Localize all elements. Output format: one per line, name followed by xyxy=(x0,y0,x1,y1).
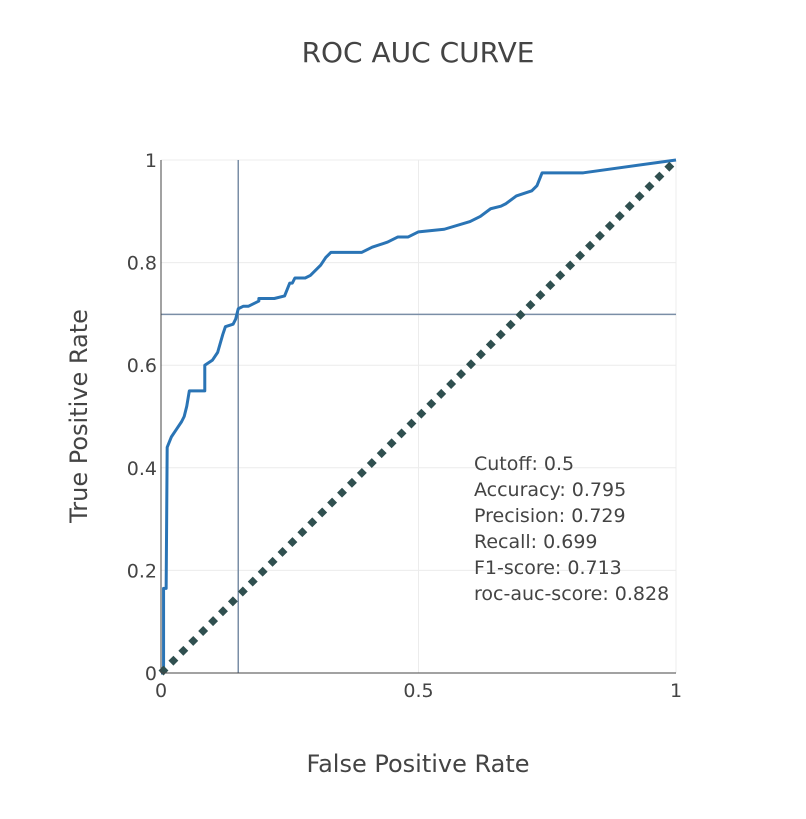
annotation-line-3: Recall: 0.699 xyxy=(474,531,598,553)
x-tick-label-1: 0.5 xyxy=(403,680,433,702)
y-axis-title: True Positive Rate xyxy=(65,309,93,524)
y-tick-label-2: 0.4 xyxy=(127,458,157,480)
x-tick-label-0: 0 xyxy=(155,680,167,702)
y-tick-label-1: 0.2 xyxy=(127,560,157,582)
annotation-line-4: F1-score: 0.713 xyxy=(474,557,622,579)
roc-curve-line xyxy=(161,158,677,675)
chart-title: ROC AUC CURVE xyxy=(302,36,535,69)
y-tick-label-0: 0 xyxy=(145,663,157,685)
y-tick-label-3: 0.6 xyxy=(127,355,157,377)
x-axis-title: False Positive Rate xyxy=(306,750,529,778)
annotation-line-5: roc-auc-score: 0.828 xyxy=(474,583,669,605)
grid-layer xyxy=(161,159,677,673)
annotation-line-2: Precision: 0.729 xyxy=(474,505,626,527)
series-layer xyxy=(158,157,679,676)
y-tick-label-5: 1 xyxy=(145,150,157,172)
annotation-line-0: Cutoff: 0.5 xyxy=(474,453,574,475)
reference-lines xyxy=(161,160,676,673)
annotation-line-1: Accuracy: 0.795 xyxy=(474,479,626,501)
diagonal-reference-line xyxy=(158,157,679,676)
metrics-annotation: Cutoff: 0.5 Accuracy: 0.795 Precision: 0.7… xyxy=(474,453,669,605)
y-tick-label-4: 0.8 xyxy=(127,253,157,275)
x-tick-label-2: 1 xyxy=(670,680,682,702)
axis-layer: 0 0.5 1 0 0.2 0.4 0.6 0.8 1 xyxy=(127,150,682,702)
